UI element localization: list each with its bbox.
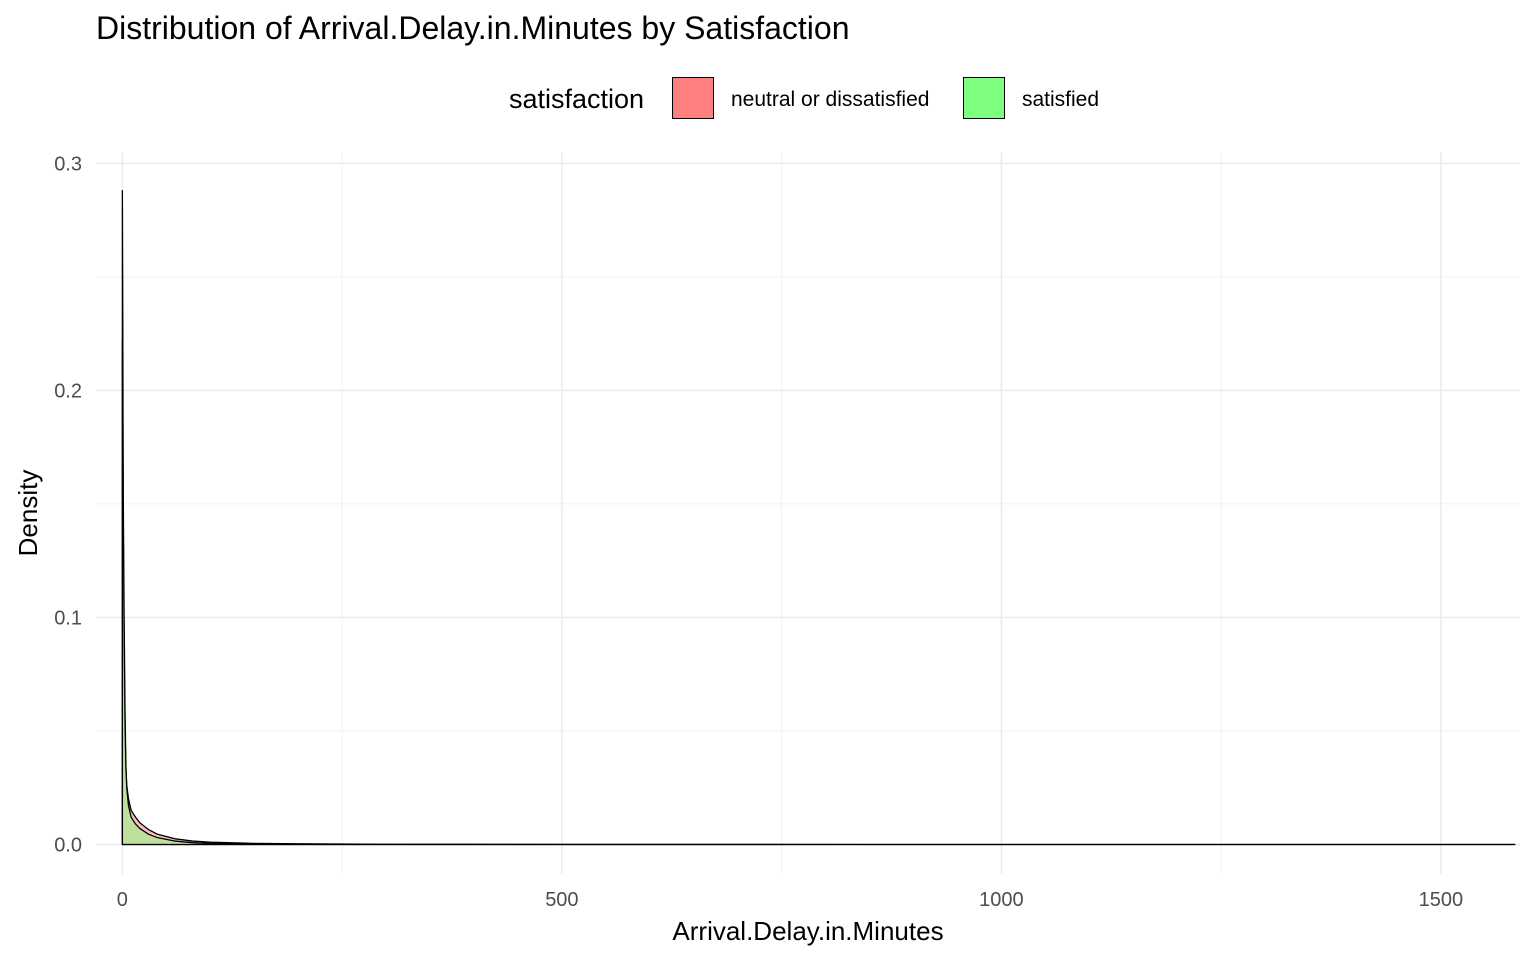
y-tick-label: 0.2 <box>54 380 82 402</box>
legend-label-satisfied: satisfied <box>1022 88 1100 111</box>
chart-title: Distribution of Arrival.Delay.in.Minutes… <box>96 10 850 46</box>
y-tick-label: 0.0 <box>54 834 82 856</box>
density-area-satisfied <box>121 339 1516 846</box>
minor-gridlines <box>96 152 1520 874</box>
y-tick-label: 0.1 <box>54 607 82 629</box>
legend-label-neutral-or-dissatisfied: neutral or dissatisfied <box>731 88 930 111</box>
x-tick-label: 0 <box>117 889 128 911</box>
y-axis-title: Density <box>13 470 43 557</box>
x-tick-label: 500 <box>545 889 578 911</box>
x-tick-label: 1500 <box>1419 889 1464 911</box>
y-axis-ticks: 0.0 0.1 0.2 0.3 <box>54 153 82 856</box>
legend-title: satisfaction <box>509 84 645 114</box>
y-tick-label: 0.3 <box>54 153 82 175</box>
density-areas <box>121 189 1516 846</box>
x-axis-title: Arrival.Delay.in.Minutes <box>672 916 943 946</box>
x-tick-label: 1000 <box>979 889 1024 911</box>
x-axis-ticks: 0 500 1000 1500 <box>117 889 1463 911</box>
legend: satisfaction neutral or dissatisfied sat… <box>0 76 1536 124</box>
legend-key-satisfied <box>963 77 1005 119</box>
density-area-neutral-or-dissatisfied <box>121 189 1516 846</box>
major-gridlines <box>96 152 1520 874</box>
legend-key-neutral-or-dissatisfied <box>672 77 714 119</box>
